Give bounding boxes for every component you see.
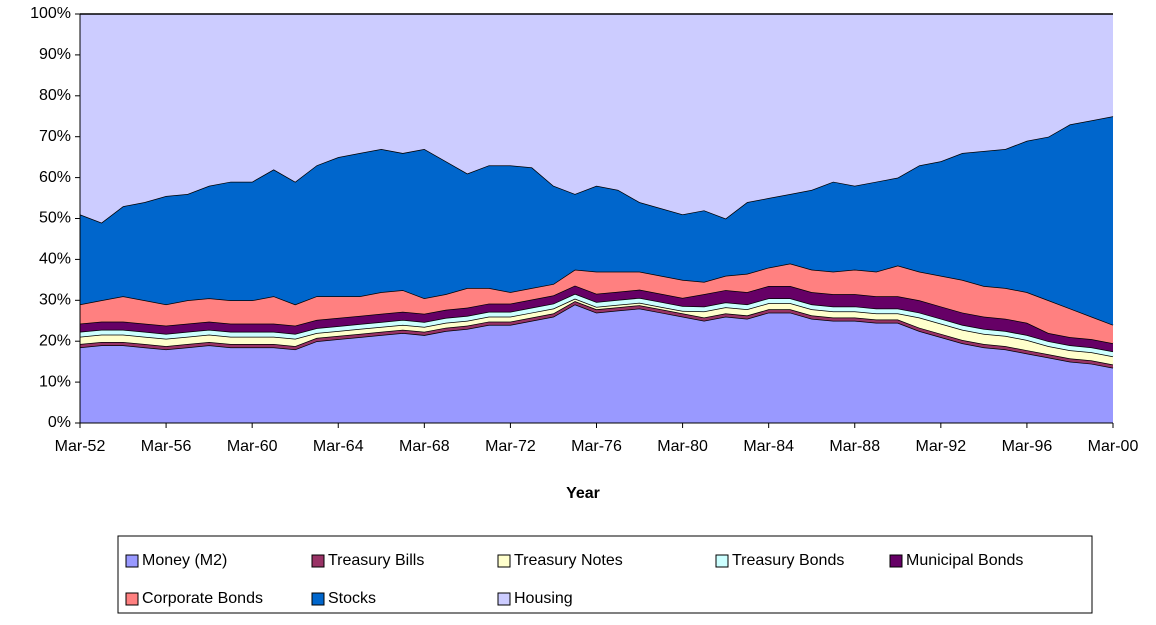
legend-label: Corporate Bonds [142, 590, 263, 607]
legend-label: Treasury Bills [328, 552, 424, 569]
legend-label: Money (M2) [142, 552, 227, 569]
area [80, 304, 1113, 423]
legend-swatch [715, 554, 729, 568]
y-tick-label: 20% [39, 332, 71, 349]
legend-label: Treasury Bonds [732, 552, 844, 569]
x-tick-label: Mar-56 [141, 438, 192, 455]
x-tick-label: Mar-76 [571, 438, 622, 455]
area [80, 298, 1113, 365]
legend-label: Housing [514, 590, 573, 607]
area [80, 14, 1113, 223]
x-tick-label: Mar-52 [55, 438, 106, 455]
x-axis-title: Year [566, 485, 600, 502]
area [80, 285, 1113, 352]
legend-swatch [497, 554, 511, 568]
y-tick-label: 0% [48, 414, 71, 431]
legend-swatch [311, 592, 325, 606]
x-tick-label: Mar-96 [1002, 438, 1053, 455]
legend-swatch [889, 554, 903, 568]
y-tick-label: 70% [39, 128, 71, 145]
legend-swatch [497, 592, 511, 606]
x-tick-label: Mar-84 [743, 438, 794, 455]
y-tick-label: 100% [30, 5, 71, 22]
y-tick-label: 30% [39, 292, 71, 309]
x-tick-label: Mar-68 [399, 438, 450, 455]
area [80, 116, 1113, 325]
legend-swatch [311, 554, 325, 568]
x-tick-label: Mar-80 [657, 438, 708, 455]
legend-label: Stocks [328, 590, 376, 607]
x-tick-label: Mar-60 [227, 438, 278, 455]
legend-label: Treasury Notes [514, 552, 623, 569]
y-tick-label: 10% [39, 373, 71, 390]
legend-swatch [125, 592, 139, 606]
area [80, 263, 1113, 344]
x-tick-label: Mar-88 [829, 438, 880, 455]
y-tick-label: 60% [39, 169, 71, 186]
area [80, 293, 1113, 357]
y-tick-label: 40% [39, 251, 71, 268]
legend-box [117, 535, 1093, 614]
x-tick-label: Mar-72 [485, 438, 536, 455]
x-tick-label: Mar-00 [1088, 438, 1139, 455]
legend-swatch [125, 554, 139, 568]
x-tick-label: Mar-92 [915, 438, 966, 455]
y-tick-label: 80% [39, 87, 71, 104]
y-tick-label: 90% [39, 46, 71, 63]
legend-label: Municipal Bonds [906, 552, 1023, 569]
y-tick-label: 50% [39, 210, 71, 227]
x-tick-label: Mar-64 [313, 438, 364, 455]
